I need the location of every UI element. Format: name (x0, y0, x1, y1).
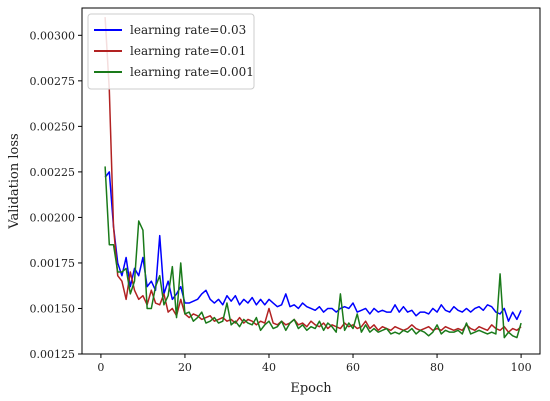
y-tick-label: 0.00125 (30, 348, 76, 361)
x-tick-label: 40 (262, 361, 276, 374)
legend-box (87, 13, 255, 90)
y-tick-label: 0.00250 (30, 120, 76, 133)
legend-label-3: learning rate=0.001 (130, 65, 254, 79)
y-tick-label: 0.00175 (30, 257, 76, 270)
legend-label-2: learning rate=0.01 (130, 44, 246, 58)
x-tick-label: 60 (346, 361, 360, 374)
y-tick-label: 0.00150 (30, 302, 76, 315)
x-tick-label: 0 (97, 361, 104, 374)
x-tick-label: 80 (430, 361, 444, 374)
plot-frame (81, 7, 541, 355)
legend: learning rate=0.03 learning rate=0.01 lear… (87, 13, 255, 90)
series-layer (104, 17, 522, 339)
y-axis: 0.00125 0.00150 0.00175 0.00200 0.00225 0.002… (30, 29, 82, 361)
x-tick-label: 100 (511, 361, 532, 374)
x-tick-label: 20 (178, 361, 192, 374)
y-tick-label: 0.00225 (30, 166, 76, 179)
y-axis-label: Validation loss (7, 133, 22, 229)
y-tick-label: 0.00275 (30, 75, 76, 88)
series-line-3 (104, 166, 522, 339)
y-tick-label: 0.00300 (30, 29, 76, 42)
x-axis: 0 20 40 60 80 100 (97, 354, 532, 374)
x-axis-label: Epoch (290, 381, 332, 396)
series-line-2 (104, 17, 522, 333)
legend-label-1: learning rate=0.03 (130, 23, 246, 37)
y-tick-label: 0.00200 (30, 211, 76, 224)
